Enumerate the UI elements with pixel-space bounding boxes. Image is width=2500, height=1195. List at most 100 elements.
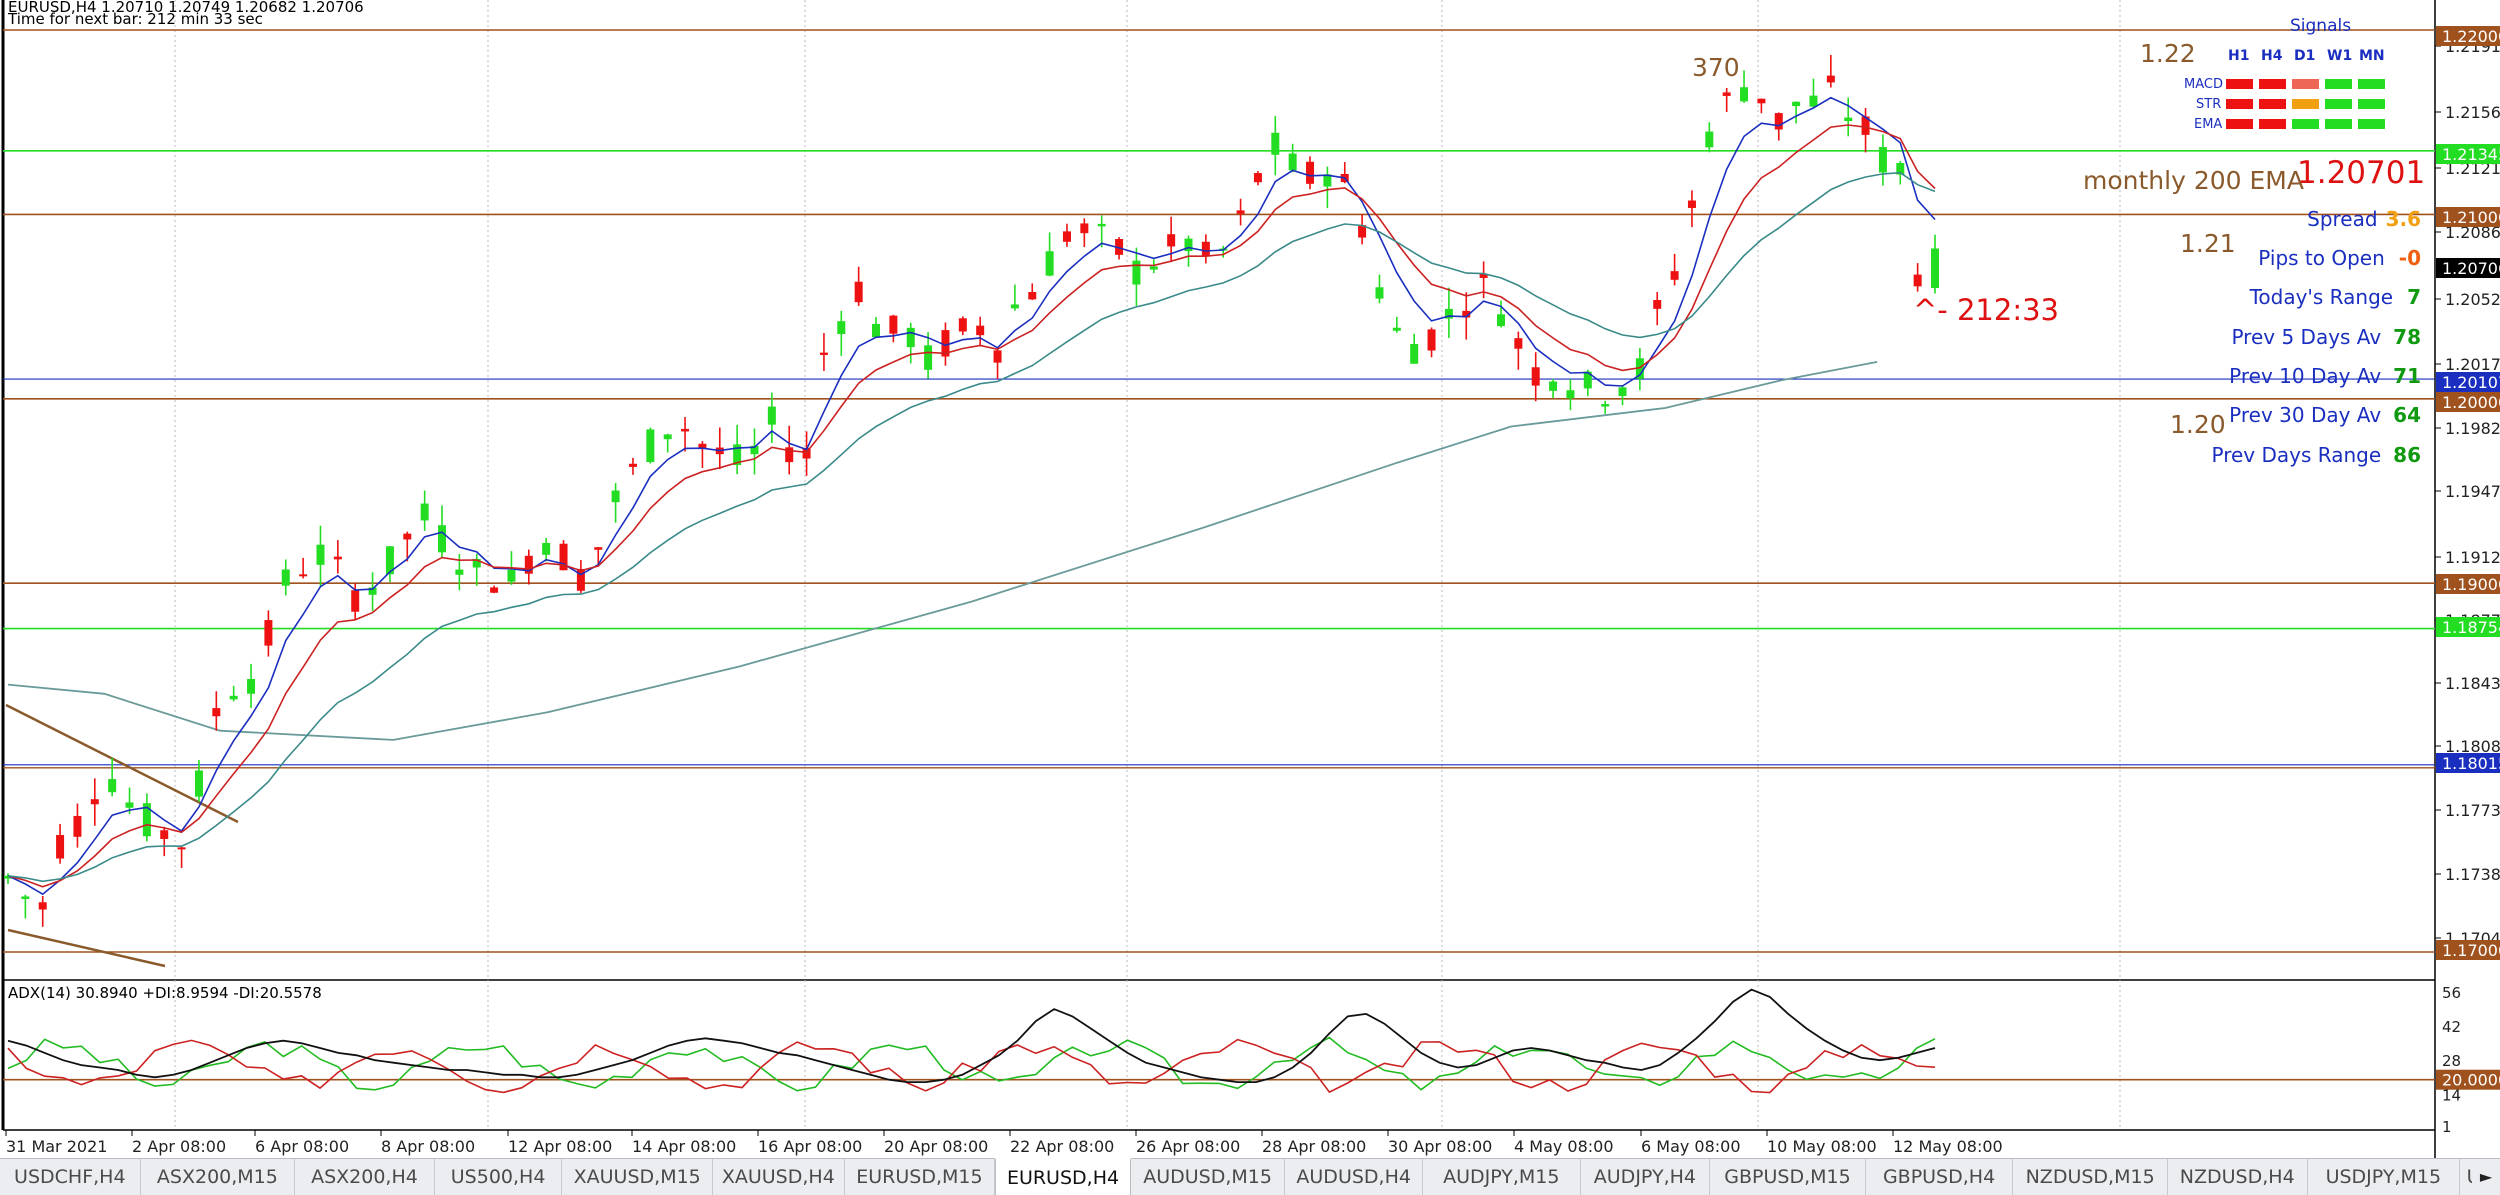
candle-body: [785, 447, 794, 463]
signal-cell: [2259, 99, 2286, 109]
candle-body: [611, 490, 620, 503]
candle-body: [1826, 75, 1835, 83]
chart-tab[interactable]: NZDUSD,H4: [2168, 1159, 2308, 1195]
chart-tab[interactable]: AUDJPY,M15: [1423, 1159, 1581, 1195]
chart-tab[interactable]: ASX200,M15: [141, 1159, 296, 1195]
candle-body: [1531, 367, 1540, 386]
candle-body: [160, 830, 169, 840]
candle-body: [1896, 163, 1905, 175]
candle-body: [90, 799, 99, 805]
chart-tab[interactable]: USDCHF,H4: [0, 1159, 141, 1195]
level-label-122: 1.22: [2140, 39, 2196, 68]
signal-cell: [2292, 99, 2319, 109]
price-badge: [2436, 617, 2500, 637]
candle-body: [1010, 304, 1019, 309]
price-badge: [2436, 207, 2500, 227]
price-tick-label: 1.18080: [2445, 737, 2500, 756]
candle-body: [924, 345, 933, 370]
countdown-label: ^- 212:33: [1913, 293, 2059, 327]
ma-4-line: [7, 96, 1936, 896]
candle-body: [594, 547, 603, 550]
candle-body: [1635, 358, 1644, 379]
trend-lines: [5, 703, 239, 968]
chart-tab[interactable]: AUDUSD,M15: [1131, 1159, 1286, 1195]
price-badge-label: 1.20107: [2442, 373, 2500, 392]
candle-body: [299, 574, 308, 577]
signal-cell: [2325, 119, 2352, 129]
signal-cell: [2226, 99, 2253, 109]
chart-tab[interactable]: AUDJPY,H4: [1581, 1159, 1711, 1195]
chart-tab[interactable]: NZDUSD,M15: [2013, 1159, 2168, 1195]
candle-body: [125, 802, 134, 808]
time-tick-label: 6 Apr 08:00: [255, 1137, 349, 1156]
moving-averages: [7, 96, 1936, 896]
candle-body: [1792, 101, 1801, 107]
candle-body: [993, 350, 1002, 363]
price-tick-label: 1.17385: [2445, 865, 2500, 884]
candle-body: [1306, 161, 1315, 184]
stat-30day-label: Prev 30 Day Av: [2229, 403, 2381, 427]
signal-cell: [2226, 119, 2253, 129]
time-axis[interactable]: 31 Mar 2021 2 Apr 08:00 6 Apr 08:00 8 Apr 0…: [5, 1130, 2003, 1156]
candle-body: [976, 325, 985, 336]
signal-cell: [2226, 79, 2253, 89]
candle-body: [1809, 95, 1818, 107]
candle-body: [1149, 266, 1158, 270]
time-tick-label: 30 Apr 08:00: [1388, 1137, 1492, 1156]
price-badge: [2436, 940, 2500, 960]
candle-body: [1097, 223, 1106, 227]
ma-18-line: [7, 171, 1936, 883]
signal-cell: [2358, 99, 2385, 109]
adx-title: ADX(14) 30.8940 +DI:8.9594 -DI:20.5578: [8, 984, 322, 1002]
time-tick-label: 2 Apr 08:00: [132, 1137, 226, 1156]
candle-body: [698, 443, 707, 449]
candle-body: [1566, 390, 1575, 399]
candle-body: [906, 327, 915, 348]
chart-tab[interactable]: EURUSD,H4: [995, 1158, 1131, 1195]
chart-tab[interactable]: USDJPY,M15: [2308, 1159, 2461, 1195]
adx-tick-label: 42: [2442, 1018, 2461, 1036]
candle-body: [733, 444, 742, 466]
chart-tab[interactable]: EURUSD,M15: [845, 1159, 996, 1195]
stat-spread-value: 3.6: [2386, 207, 2421, 231]
price-badge-label: 1.20706: [2442, 259, 2500, 278]
chart-tab[interactable]: AUDUSD,H4: [1285, 1159, 1423, 1195]
price-axis[interactable]: 1.219101.215601.212151.208651.205251.201…: [2435, 26, 2500, 960]
chart-tab[interactable]: US500,H4: [435, 1159, 563, 1195]
stat-pips-label: Pips to Open: [2258, 246, 2385, 270]
stat-pips-value: -0: [2399, 246, 2421, 270]
candle-body: [1496, 314, 1505, 327]
signal-col-h1: H1: [2228, 48, 2249, 64]
chart-tab[interactable]: XAUUSD,H4: [713, 1159, 845, 1195]
chart-tab[interactable]: GBPUSD,H4: [1866, 1159, 2014, 1195]
stat-10day-label: Prev 10 Day Av: [2229, 364, 2381, 388]
candle-body: [56, 834, 65, 859]
price-badge-label: 1.22000: [2442, 27, 2500, 46]
candle-body: [1323, 174, 1332, 187]
chart-tab[interactable]: ASX200,H4: [295, 1159, 435, 1195]
candle-body: [212, 708, 221, 717]
price-badge-label: 1.21345: [2442, 145, 2500, 164]
candle-body: [628, 463, 637, 467]
candle-body: [1913, 274, 1922, 287]
candle-body: [1549, 381, 1558, 391]
candle-body: [1653, 299, 1662, 309]
adx-tick-label: 14: [2442, 1086, 2461, 1104]
tab-scroll-right-icon[interactable]: ►: [2472, 1159, 2500, 1195]
candle-body: [889, 315, 898, 334]
candle-body: [247, 678, 256, 694]
candle-body: [1132, 260, 1141, 285]
price-tick-label: 1.18430: [2445, 674, 2500, 693]
candle-body: [1774, 113, 1783, 130]
time-tick-label: 31 Mar 2021: [6, 1137, 107, 1156]
stat-prevrange-value: 86: [2393, 443, 2421, 467]
svg-text:Pips to Open-0: Pips to Open -0: [2258, 246, 2421, 270]
chart-tab[interactable]: XAUUSD,M15: [562, 1159, 713, 1195]
chart-tab[interactable]: GBPUSD,M15: [1710, 1159, 1866, 1195]
price-badge-label: 1.17000: [2442, 941, 2500, 960]
